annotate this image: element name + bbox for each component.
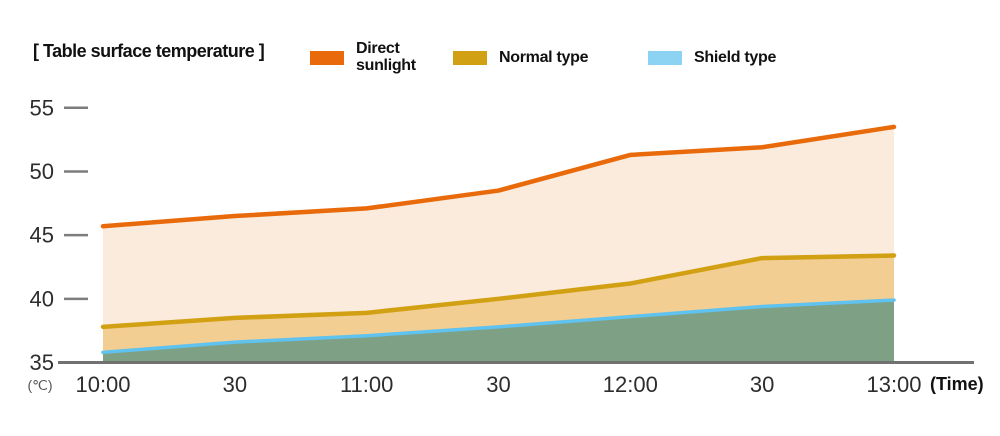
legend-item-direct-sunlight: Direct sunlight xyxy=(310,38,430,78)
line-direct-sunlight xyxy=(100,124,897,229)
x-axis-tick-label: 11:00 xyxy=(340,372,393,397)
y-axis-tick-label: 35 xyxy=(30,350,54,375)
y-axis-tick-label: 45 xyxy=(30,223,54,248)
y-axis-unit-label: (℃) xyxy=(27,377,52,393)
legend-swatch-shield-type-icon xyxy=(648,51,682,65)
y-axis-tick-label: 50 xyxy=(30,159,54,184)
x-axis-unit-label: (Time) xyxy=(930,374,984,394)
x-axis-tick-label: 30 xyxy=(223,372,247,397)
x-axis-tick-label: 13:00 xyxy=(866,372,921,397)
legend-item-normal-type: Normal type xyxy=(453,38,588,78)
x-axis-tick-label: 12:00 xyxy=(603,372,658,397)
chart-title: [ Table surface temperature ] xyxy=(33,41,265,61)
area-shield-type xyxy=(103,300,894,362)
legend-label-shield-type: Shield type xyxy=(694,48,777,66)
line-normal-type xyxy=(100,253,897,330)
x-axis-tick-label: 30 xyxy=(486,372,510,397)
chart-legend: Direct sunlight Normal type Shield type xyxy=(0,38,1000,78)
x-axis-tick-label: 10:00 xyxy=(75,372,130,397)
legend-label-normal-type: Normal type xyxy=(499,48,589,66)
legend-swatch-direct-sunlight-icon xyxy=(310,51,344,65)
y-axis-tick-label: 55 xyxy=(30,95,54,120)
y-axis-tick-label: 40 xyxy=(30,286,54,311)
legend-label-direct-sunlight: Direct sunlight xyxy=(356,40,416,74)
x-axis-tick-label: 30 xyxy=(750,372,774,397)
legend-item-shield-type: Shield type xyxy=(648,38,776,78)
line-shield-type xyxy=(101,298,896,355)
legend-swatch-normal-type-icon xyxy=(453,51,487,65)
